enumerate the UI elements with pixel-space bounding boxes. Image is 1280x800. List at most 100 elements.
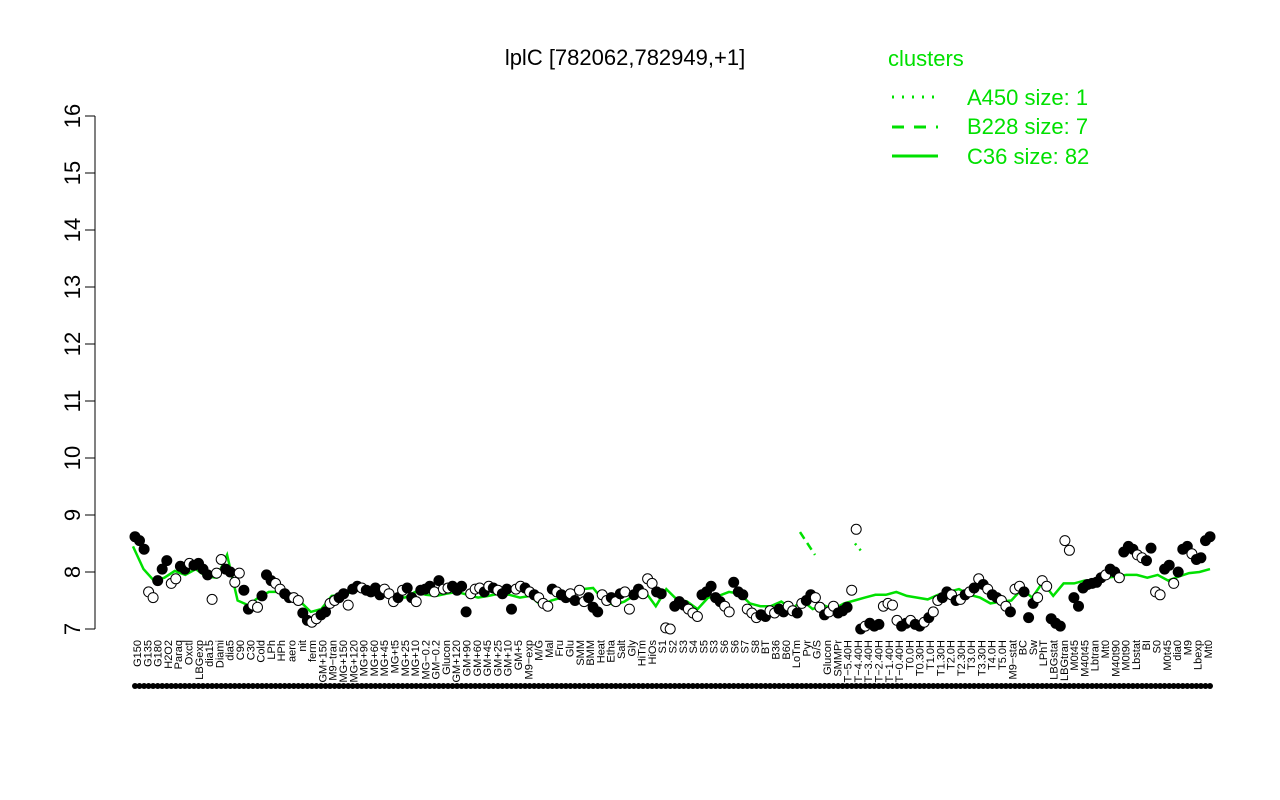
y-tick-label: 10 [60, 446, 85, 470]
x-rug-mark [807, 683, 814, 689]
data-point [252, 601, 263, 613]
x-rug-mark [522, 683, 529, 689]
x-tick-label: T−3.40H [863, 640, 875, 683]
x-tick-label: Oxctl [184, 640, 196, 665]
x-tick-label: LPh [266, 640, 278, 660]
x-tick-label: GM+60 [472, 640, 484, 676]
x-tick-label: MG+150 [338, 640, 350, 683]
x-rug-mark [1116, 683, 1123, 689]
data-point [1023, 612, 1035, 624]
data-point [215, 554, 227, 565]
x-rug-mark [249, 683, 256, 689]
x-tick-label: M0t45 [1162, 640, 1174, 671]
y-tick-label: 15 [60, 161, 85, 185]
y-tick-label: 13 [60, 275, 85, 299]
x-rug-mark [313, 683, 320, 689]
x-rug-mark [907, 683, 914, 689]
x-rug-mark [254, 683, 261, 689]
x-rug-mark [1143, 683, 1150, 689]
data-point [1004, 606, 1016, 618]
x-axis: G150G135G180H2O2ParaqOxctlLBGexpdia15Dia… [132, 639, 1215, 689]
x-rug-mark [676, 683, 683, 689]
x-rug-mark [1057, 683, 1064, 689]
data-point [1063, 544, 1075, 556]
x-rug-mark [381, 683, 388, 689]
legend-entry-c36: C36 size: 82 [967, 144, 1089, 169]
x-rug-mark [227, 683, 234, 689]
data-point [428, 586, 440, 598]
y-tick-label: 8 [60, 566, 85, 578]
data-point [233, 567, 245, 579]
x-tick-label: S0 [1152, 640, 1164, 653]
x-rug-mark [376, 683, 383, 689]
x-rug-mark [1107, 683, 1114, 689]
x-tick-label: T−0.40H [894, 640, 906, 683]
x-rug-mark [798, 683, 805, 689]
x-rug-mark [984, 683, 991, 689]
series-line-dotted [854, 542, 863, 553]
x-tick-label: M9−stat [1007, 640, 1019, 679]
x-tick-label: G/S [812, 640, 824, 659]
x-rug-mark [1120, 683, 1127, 689]
x-rug-mark [1075, 683, 1082, 689]
x-tick-label: Gly [626, 640, 638, 657]
x-tick-label: T1.30H [935, 640, 947, 676]
x-rug-mark [1175, 683, 1182, 689]
x-rug-mark [599, 683, 606, 689]
x-rug-mark [168, 683, 175, 689]
data-point [134, 535, 145, 547]
x-rug-mark [1025, 683, 1032, 689]
x-rug-mark [885, 683, 891, 689]
x-tick-label: B60 [781, 640, 793, 660]
x-rug-mark [272, 683, 279, 689]
x-rug-mark [485, 683, 492, 689]
x-rug-mark [517, 683, 524, 689]
x-tick-label: S8 [750, 640, 762, 653]
x-rug-mark [912, 683, 919, 689]
x-rug-mark [426, 683, 433, 689]
data-point [1018, 586, 1030, 598]
legend: clusters A450 size: 1 B228 size: 7 C36 s… [888, 46, 1089, 169]
x-rug-mark [776, 683, 783, 689]
x-rug-mark [336, 683, 343, 689]
x-rug-mark [903, 683, 910, 689]
x-rug-mark [744, 683, 751, 689]
x-rug-mark [835, 683, 842, 689]
x-tick-label: dia15 [204, 640, 216, 667]
data-point [646, 577, 658, 589]
data-point [809, 592, 821, 604]
x-rug-mark [567, 683, 574, 689]
x-rug-mark [399, 683, 406, 689]
x-tick-label: Pyr [801, 640, 813, 657]
x-tick-label: MG+10 [410, 640, 422, 676]
x-rug-mark [358, 683, 365, 689]
data-point [433, 575, 445, 587]
data-point [170, 573, 182, 585]
x-tick-label: Heat [595, 640, 607, 663]
x-tick-label: LBGtran [1059, 640, 1071, 681]
x-rug-mark [481, 683, 488, 689]
x-rug-mark [572, 683, 578, 689]
x-rug-mark [1102, 683, 1109, 689]
x-rug-mark [240, 683, 247, 689]
x-rug-mark [1089, 683, 1096, 689]
x-tick-label: Lbtran [1090, 640, 1102, 671]
x-rug-mark [245, 683, 252, 689]
x-rug-mark [286, 683, 293, 689]
x-tick-label: LoTm [791, 640, 803, 668]
data-point [1059, 535, 1071, 547]
x-rug-mark [132, 683, 138, 689]
x-rug-mark [667, 683, 674, 689]
x-rug-mark [476, 683, 483, 689]
x-rug-mark [966, 683, 973, 689]
x-rug-mark [626, 683, 633, 689]
data-point [569, 595, 581, 606]
x-tick-label: Salt [616, 640, 628, 659]
x-rug-mark [363, 683, 370, 689]
x-rug-mark [1170, 683, 1177, 689]
x-tick-label: S6 [719, 640, 731, 653]
x-rug-mark [1197, 683, 1204, 689]
x-rug-mark [658, 683, 665, 689]
data-point [256, 590, 268, 602]
x-tick-label: M/G [534, 640, 546, 661]
